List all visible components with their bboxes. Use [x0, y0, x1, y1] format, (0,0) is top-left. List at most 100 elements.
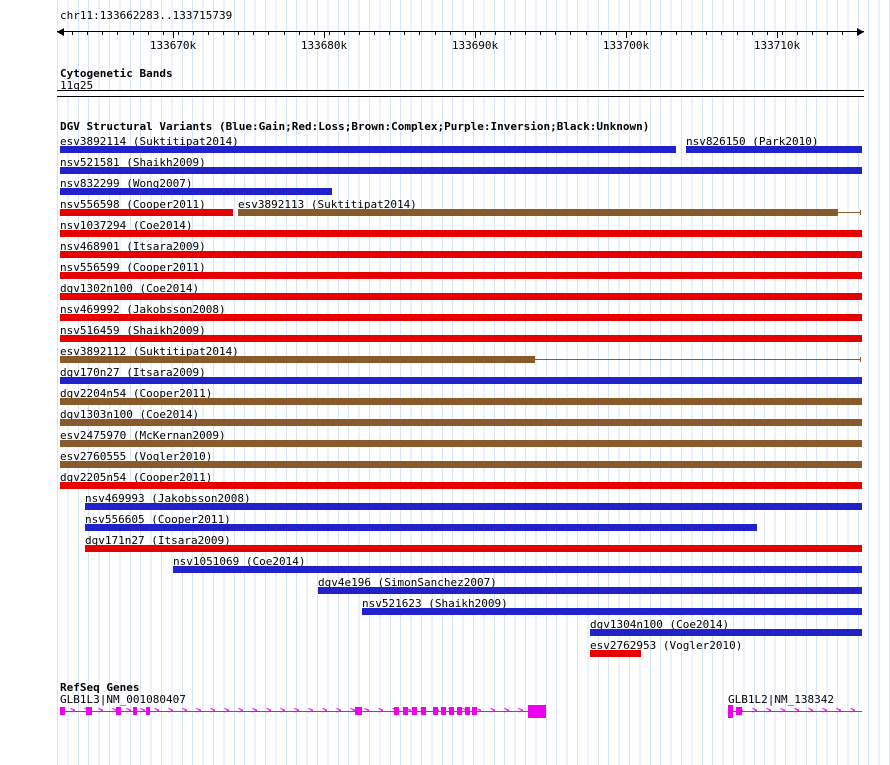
- variant-bar[interactable]: [590, 629, 862, 636]
- variant-bar[interactable]: [686, 146, 862, 153]
- variant-bar[interactable]: [60, 251, 862, 258]
- ruler-tick-label: 133690k: [451, 39, 499, 52]
- variant-bar[interactable]: [60, 419, 862, 426]
- variant-bar[interactable]: [60, 272, 862, 279]
- variant-label: esv3892114 (Suktitipat2014): [60, 135, 239, 148]
- ruler-minor-tick: [479, 32, 481, 35]
- ruler-minor-tick: [147, 32, 149, 35]
- ruler-minor-tick: [253, 32, 255, 35]
- intron-direction-chevron-icon: >: [808, 706, 814, 716]
- variant-label: dgv4e196 (SimonSanchez2007): [318, 576, 497, 589]
- variant-label: nsv556605 (Cooper2011): [85, 513, 231, 526]
- gene-exon[interactable]: [133, 707, 137, 715]
- variant-label: dgv2205n54 (Cooper2011): [60, 471, 213, 484]
- intron-direction-chevron-icon: >: [112, 706, 118, 716]
- gene-exon[interactable]: [146, 707, 150, 715]
- variant-bar[interactable]: [318, 587, 862, 594]
- gene-exon[interactable]: [472, 707, 477, 715]
- variant-label: dgv1303n100 (Coe2014): [60, 408, 200, 421]
- ruler-minor-tick: [87, 32, 89, 35]
- cytoband-track-title: Cytogenetic Bands: [60, 67, 173, 80]
- ruler-minor-tick: [510, 32, 511, 35]
- gene-exon[interactable]: [355, 707, 362, 715]
- gene-exon[interactable]: [736, 707, 742, 715]
- variant-label: esv3892112 (Suktitipat2014): [60, 345, 239, 358]
- ruler-major-tick: [475, 32, 476, 38]
- ruler-minor-tick: [540, 32, 542, 35]
- ruler-minor-tick: [736, 32, 738, 35]
- variant-bar[interactable]: [173, 566, 862, 573]
- gene-label: GLB1L2|NM_138342: [728, 693, 834, 706]
- ruler-minor-tick: [721, 32, 723, 35]
- gene-exon[interactable]: [728, 705, 733, 718]
- gene-exon[interactable]: [60, 707, 65, 715]
- ruler-minor-tick: [298, 32, 300, 35]
- variant-bar[interactable]: [60, 209, 233, 216]
- variant-bar[interactable]: [60, 188, 332, 195]
- gene-exon[interactable]: [441, 707, 446, 715]
- variant-bar[interactable]: [60, 293, 862, 300]
- variant-bar[interactable]: [60, 335, 862, 342]
- refseq-track-title: RefSeq Genes: [60, 681, 140, 694]
- ruler-minor-tick: [766, 32, 768, 35]
- variant-bar[interactable]: [85, 503, 862, 510]
- variant-bar[interactable]: [60, 356, 535, 363]
- gene-exon[interactable]: [457, 707, 462, 715]
- variant-bar[interactable]: [60, 398, 862, 405]
- cytoband-band-rect[interactable]: [57, 90, 864, 97]
- gene-exon[interactable]: [528, 705, 546, 718]
- variant-label: nsv832299 (Wong2007): [60, 177, 193, 190]
- ruler-major-tick: [626, 32, 627, 38]
- gene-exon[interactable]: [86, 707, 92, 715]
- intron-direction-chevron-icon: >: [518, 706, 524, 716]
- ruler-minor-tick: [857, 32, 859, 35]
- variant-label: dgv170n27 (Itsara2009): [60, 366, 206, 379]
- ruler-minor-tick: [283, 32, 285, 35]
- ruler-minor-tick: [419, 32, 421, 35]
- ruler-minor-tick: [359, 32, 360, 35]
- gene-intron-line[interactable]: [60, 711, 546, 712]
- variant-label: esv2475970 (McKernan2009): [60, 429, 226, 442]
- variant-label: nsv468901 (Itsara2009): [60, 240, 206, 253]
- variant-bar[interactable]: [60, 167, 862, 174]
- variant-bar[interactable]: [362, 608, 862, 615]
- intron-direction-chevron-icon: >: [280, 706, 286, 716]
- variant-bar[interactable]: [238, 209, 838, 216]
- gene-exon[interactable]: [412, 707, 417, 715]
- intron-direction-chevron-icon: >: [210, 706, 216, 716]
- gene-exon[interactable]: [394, 707, 399, 715]
- ruler-minor-tick: [449, 32, 451, 35]
- variant-bar[interactable]: [60, 461, 862, 468]
- intron-direction-chevron-icon: >: [336, 706, 342, 716]
- intron-direction-chevron-icon: >: [836, 706, 842, 716]
- variant-bar[interactable]: [60, 146, 676, 153]
- ruler-minor-tick: [343, 32, 345, 35]
- ruler-minor-tick: [630, 32, 632, 35]
- variant-label: dgv2204n54 (Cooper2011): [60, 387, 213, 400]
- variant-bar[interactable]: [60, 314, 862, 321]
- variant-bar[interactable]: [85, 545, 862, 552]
- variant-bar[interactable]: [60, 482, 862, 489]
- gene-exon[interactable]: [465, 707, 470, 715]
- ruler-minor-tick: [192, 32, 194, 35]
- gene-exon[interactable]: [403, 707, 408, 715]
- ruler-minor-tick: [389, 32, 391, 35]
- variant-bar[interactable]: [60, 230, 862, 237]
- variant-bar[interactable]: [590, 650, 641, 657]
- intron-direction-chevron-icon: >: [462, 707, 467, 716]
- variant-label: nsv521623 (Shaikh2009): [362, 597, 508, 610]
- gene-intron-line[interactable]: [728, 711, 862, 712]
- intron-direction-chevron-icon: >: [350, 706, 356, 716]
- gene-exon[interactable]: [421, 707, 426, 715]
- variant-label: dgv1304n100 (Coe2014): [590, 618, 730, 631]
- gene-exon[interactable]: [433, 707, 438, 715]
- ruler-minor-tick: [374, 32, 376, 35]
- variant-bar[interactable]: [60, 377, 862, 384]
- gene-exon[interactable]: [116, 707, 121, 715]
- intron-direction-chevron-icon: >: [182, 706, 188, 716]
- variant-bar[interactable]: [60, 440, 862, 447]
- variant-label: nsv469992 (Jakobsson2008): [60, 303, 226, 316]
- gene-exon[interactable]: [449, 707, 454, 715]
- variant-bar[interactable]: [85, 524, 757, 531]
